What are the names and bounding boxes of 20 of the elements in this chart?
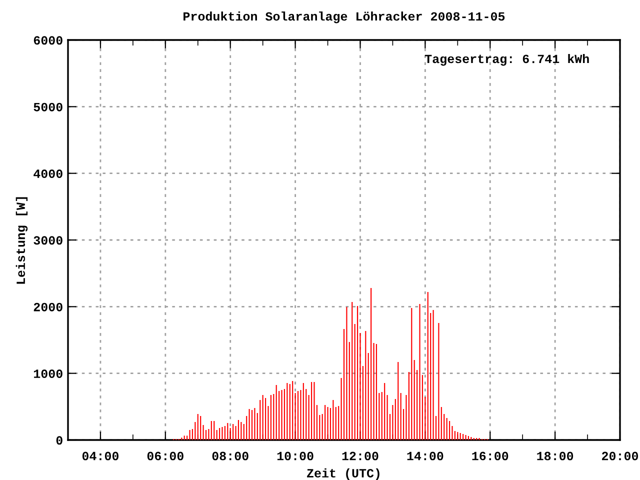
- x-tick-label: 06:00: [147, 452, 184, 460]
- y-tick-label: 2000: [34, 302, 62, 312]
- y-tick-label: 6000: [34, 36, 62, 45]
- y-tick-label: 1000: [34, 370, 62, 378]
- y-tick-label: 4000: [34, 170, 62, 178]
- x-tick-label: 04:00: [82, 452, 118, 460]
- annotation: Tagesertrag: 6.741 kWh: [424, 54, 589, 66]
- y-tick-label: 3000: [34, 236, 62, 245]
- y-tick-label: 5000: [34, 102, 62, 112]
- x-tick-label: 18:00: [537, 452, 574, 460]
- y-axis-title: Leistung [W]: [16, 197, 28, 284]
- x-tick-label: 12:00: [342, 452, 378, 460]
- x-tick-label: 10:00: [277, 452, 314, 460]
- x-tick-label: 20:00: [602, 452, 638, 460]
- x-tick-label: 08:00: [212, 452, 248, 460]
- chart-title: Produktion Solaranlage Löhracker 2008-11-05: [184, 11, 505, 24]
- x-tick-label: 14:00: [407, 452, 444, 460]
- y-tick-label: 0: [56, 436, 62, 445]
- x-axis-title: Zeit (UTC): [307, 468, 380, 480]
- x-tick-label: 16:00: [472, 452, 508, 460]
